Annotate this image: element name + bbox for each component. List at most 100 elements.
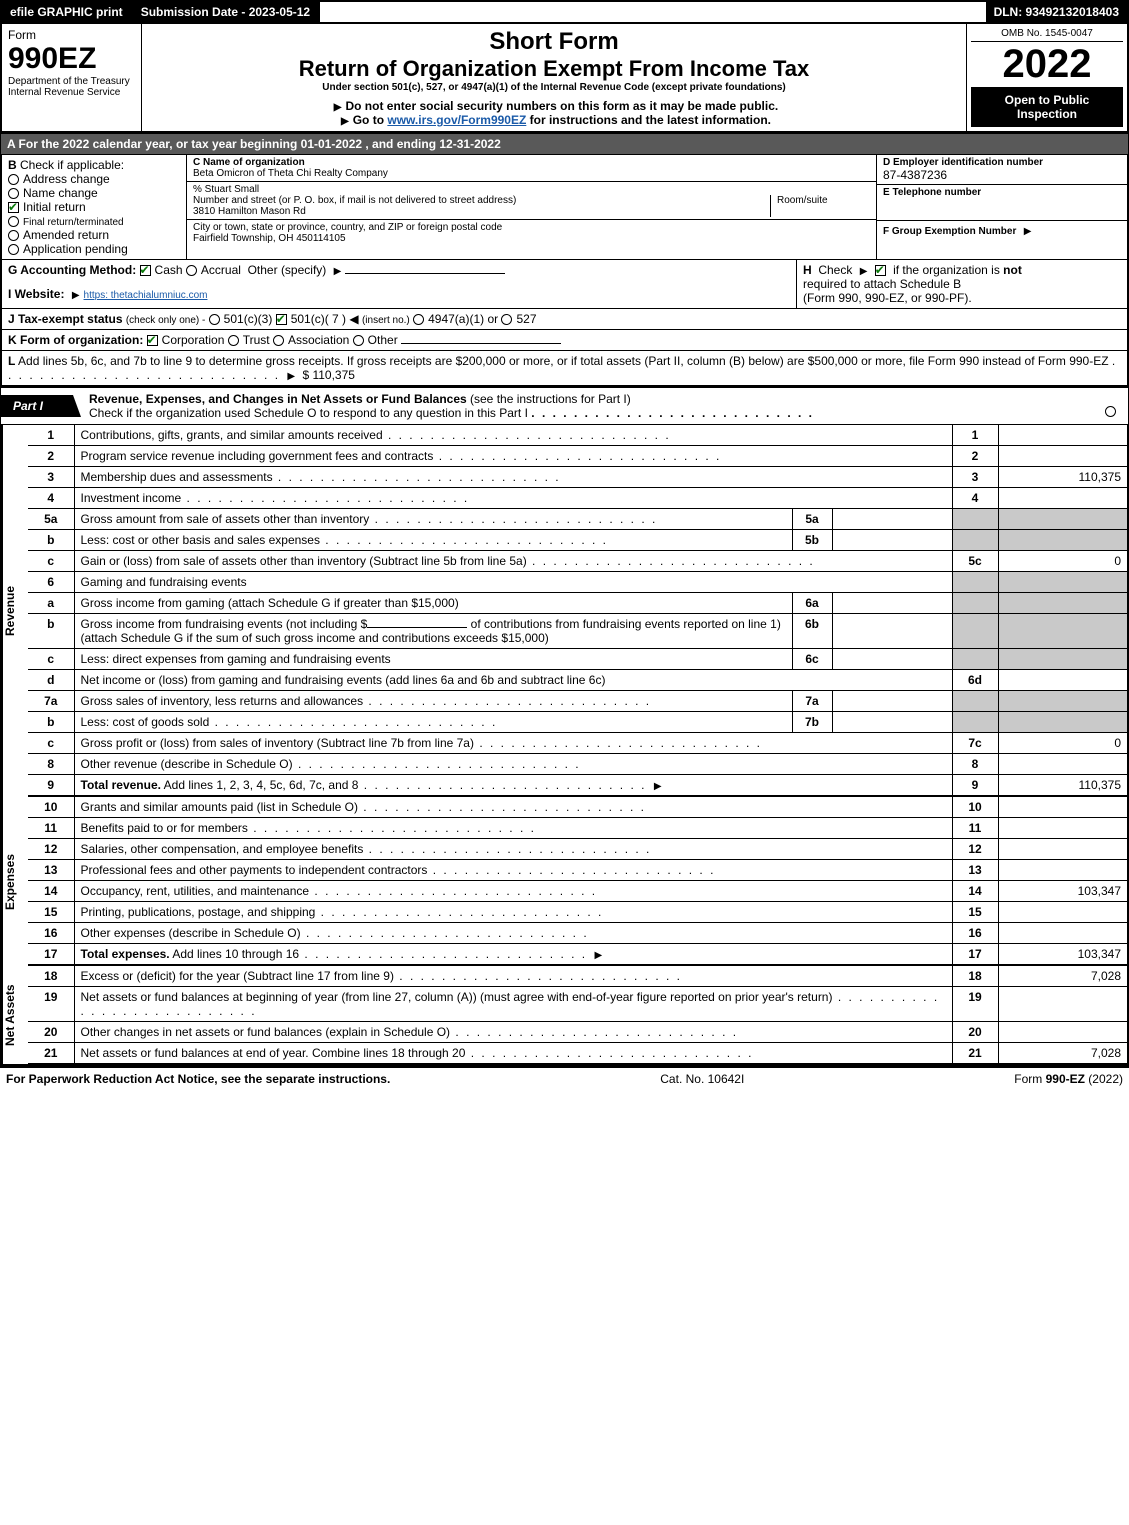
top-bar: efile GRAPHIC print Submission Date - 20… [0,0,1129,24]
k-assoc: Association [288,333,349,347]
arrow-icon [330,99,346,113]
j-501c-checkbox[interactable] [276,314,287,325]
line-11: 11Benefits paid to or for members11 [28,818,1128,839]
footer-left: For Paperwork Reduction Act Notice, see … [6,1072,390,1086]
goto-pre: Go to [353,113,388,127]
dots [531,406,814,420]
part1-check-line: Check if the organization used Schedule … [89,406,528,420]
ssn-note: Do not enter social security numbers on … [345,99,778,113]
line-7c: cGross profit or (loss) from sales of in… [28,733,1128,754]
k-corp-checkbox[interactable] [147,335,158,346]
line-2: 2Program service revenue including gover… [28,446,1128,467]
footer-catno: Cat. No. 10642I [660,1072,744,1086]
line-10: 10Grants and similar amounts paid (list … [28,797,1128,818]
final-return-label: Final return/terminated [23,217,124,228]
accrual-checkbox[interactable] [186,265,197,276]
omb-number: OMB No. 1545-0047 [971,28,1123,42]
address-change-checkbox[interactable] [8,174,19,185]
l-text: Add lines 5b, 6c, and 7b to line 9 to de… [18,354,1109,368]
k-other-input[interactable] [401,343,561,344]
line-6: 6Gaming and fundraising events [28,572,1128,593]
line-13: 13Professional fees and other payments t… [28,860,1128,881]
line-6a: aGross income from gaming (attach Schedu… [28,593,1128,614]
d-label: D Employer identification number [883,157,1121,168]
initial-return-checkbox[interactable] [8,202,19,213]
name-change-checkbox[interactable] [8,188,19,199]
e-label: E Telephone number [883,187,1121,198]
cash-label: Cash [155,263,183,277]
inspection-box: Open to Public Inspection [971,87,1123,127]
j-501c3: 501(c)(3) [224,312,273,326]
short-form-title: Short Form [146,28,962,56]
line-20: 20Other changes in net assets or fund ba… [28,1022,1128,1043]
h-text4: (Form 990, 990-EZ, or 990-PF). [803,291,972,305]
footer-right: Form 990-EZ (2022) [1014,1072,1123,1086]
goto-post: for instructions and the latest informat… [526,113,771,127]
room-suite-label: Room/suite [770,195,870,217]
care-of: % Stuart Small [193,184,870,195]
k-other-checkbox[interactable] [353,335,364,346]
application-pending-label: Application pending [23,242,128,256]
form-number: 990EZ [8,42,135,76]
line-1: 1Contributions, gifts, grants, and simil… [28,425,1128,446]
revenue-side-label: Revenue [2,425,28,797]
form-word: Form [8,28,135,42]
l-label: L [8,354,15,368]
irs-label: Internal Revenue Service [8,87,135,98]
line-4: 4Investment income4 [28,488,1128,509]
cash-checkbox[interactable] [140,265,151,276]
arrow-icon [330,263,346,277]
irs-link[interactable]: www.irs.gov/Form990EZ [387,113,526,127]
line-17: 17Total expenses. Add lines 10 through 1… [28,944,1128,966]
h-text2: if the organization is [893,263,1000,277]
line-19: 19Net assets or fund balances at beginni… [28,987,1128,1022]
efile-label[interactable]: efile GRAPHIC print [2,2,133,22]
part1-title-note: (see the instructions for Part I) [470,392,631,406]
website-link[interactable]: https: thetachialumniuc.com [84,290,208,301]
h-checkbox[interactable] [875,265,886,276]
line-5c: cGain or (loss) from sale of assets othe… [28,551,1128,572]
j-4947-checkbox[interactable] [413,314,424,325]
k-trust: Trust [243,333,270,347]
check-if-applicable: Check if applicable: [20,158,124,172]
arrow-icon [283,368,299,382]
part1-checkbox[interactable] [1105,406,1116,417]
h-not: not [1003,263,1022,277]
amended-return-checkbox[interactable] [8,230,19,241]
f-label: F Group Exemption Number [883,226,1016,237]
submission-date: Submission Date - 2023-05-12 [133,2,320,22]
other-specify-input[interactable] [345,273,505,274]
part1-title: Revenue, Expenses, and Changes in Net As… [89,392,467,406]
line-6b: bGross income from fundraising events (n… [28,614,1128,649]
netassets-side-label: Net Assets [2,966,28,1064]
street: 3810 Hamilton Mason Rd [193,206,770,217]
b-label: B [8,158,17,172]
j-527-checkbox[interactable] [501,314,512,325]
street-label: Number and street (or P. O. box, if mail… [193,195,770,206]
part1-tab: Part I [1,395,81,417]
line-7b: bLess: cost of goods sold7b [28,712,1128,733]
k-assoc-checkbox[interactable] [273,335,284,346]
section-c: C Name of organization Beta Omicron of T… [187,155,877,259]
j-501c: 501(c)( 7 ) [291,312,346,326]
h-text3: required to attach Schedule B [803,277,961,291]
section-k: K Form of organization: Corporation Trus… [0,330,1129,351]
j-501c3-checkbox[interactable] [209,314,220,325]
tax-year: 2022 [971,42,1123,87]
line-3: 3Membership dues and assessments3110,375 [28,467,1128,488]
k-trust-checkbox[interactable] [228,335,239,346]
line-5a: 5aGross amount from sale of assets other… [28,509,1128,530]
i-label: I Website: [8,287,64,301]
k-corp: Corporation [162,333,225,347]
line-6c: cLess: direct expenses from gaming and f… [28,649,1128,670]
application-pending-checkbox[interactable] [8,244,19,255]
section-l: L Add lines 5b, 6c, and 7b to line 9 to … [0,351,1129,387]
ein: 87-4387236 [883,168,1121,182]
final-return-checkbox[interactable] [8,216,19,227]
city-value: Fairfield Township, OH 450114105 [193,233,870,244]
main-title: Return of Organization Exempt From Incom… [146,56,962,82]
k-label: K Form of organization: [8,333,143,347]
org-name: Beta Omicron of Theta Chi Realty Company [193,168,870,179]
expenses-side-label: Expenses [2,797,28,966]
line-9: 9Total revenue. Add lines 1, 2, 3, 4, 5c… [28,775,1128,797]
